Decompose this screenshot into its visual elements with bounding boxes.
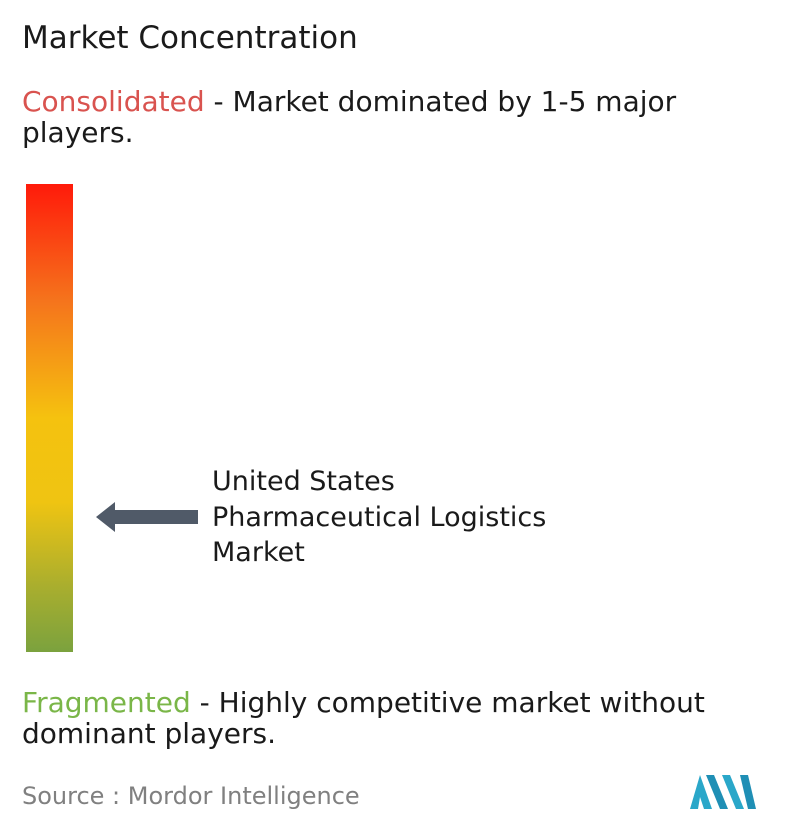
consolidated-text: - Market dominated by 1-5 major players. [22, 85, 677, 149]
market-label-line: Pharmaceutical Logistics [212, 501, 547, 533]
fragmented-text: - Highly competitive market without domi… [22, 686, 705, 750]
consolidated-description: Consolidated - Market dominated by 1-5 m… [22, 86, 792, 148]
market-label: United States Pharmaceutical Logistics M… [212, 464, 546, 571]
chart-title: Market Concentration [22, 20, 358, 56]
concentration-gradient-bar [26, 184, 73, 652]
consolidated-term: Consolidated [22, 85, 205, 118]
market-label-line: Market [212, 537, 305, 568]
source-credit: Source : Mordor Intelligence [22, 782, 360, 810]
left-arrow-icon [96, 502, 198, 532]
fragmented-term: Fragmented [22, 686, 191, 719]
fragmented-description: Fragmented - Highly competitive market w… [22, 687, 792, 749]
market-label-line: United States [212, 466, 395, 497]
mordor-intelligence-logo [690, 775, 756, 809]
